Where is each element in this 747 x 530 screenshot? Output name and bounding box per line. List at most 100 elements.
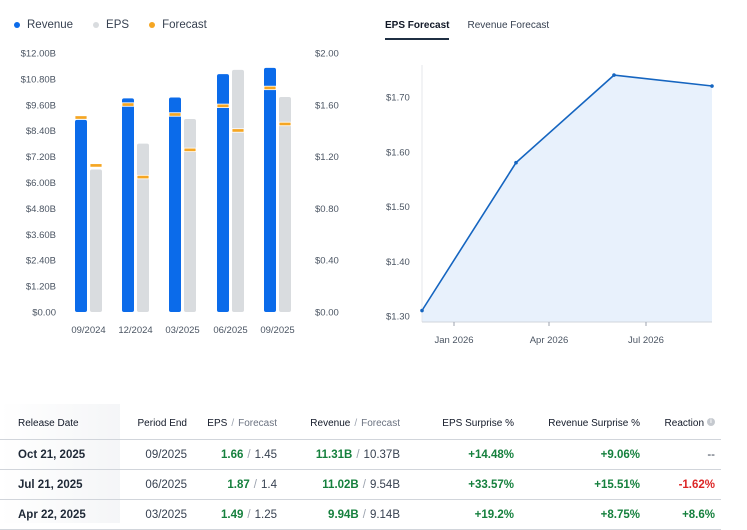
eps-forecast-point[interactable] xyxy=(514,160,518,165)
eps-bar[interactable] xyxy=(279,97,291,312)
left-axis-tick-label: $4.80B xyxy=(26,204,56,215)
eps-forecast-marker[interactable] xyxy=(278,121,292,127)
line-y-tick-label: $1.30 xyxy=(386,312,410,323)
left-axis-tick-label: $0.00 xyxy=(32,308,56,319)
revenue-forecast-marker[interactable] xyxy=(216,103,230,108)
eps-bar[interactable] xyxy=(184,119,196,312)
revenue-forecast-marker[interactable] xyxy=(263,85,277,91)
header-revenue[interactable]: Revenue / Forecast xyxy=(277,418,400,429)
tab-eps-forecast[interactable]: EPS Forecast xyxy=(385,20,450,40)
revenue-bar[interactable] xyxy=(264,67,276,312)
header-revenue-forecast: Forecast xyxy=(361,418,400,429)
eps-surprise: +14.48% xyxy=(468,448,514,461)
header-period-end[interactable]: Period End xyxy=(137,418,187,429)
eps-forecast-area xyxy=(422,75,712,322)
reaction: -- xyxy=(707,448,715,461)
header-revenue-slash: / xyxy=(354,418,358,429)
left-axis-tick-label: $9.60B xyxy=(26,100,56,111)
header-revenue-label: Revenue xyxy=(310,418,351,429)
revenue-bar[interactable] xyxy=(75,119,87,313)
eps-forecast-point[interactable] xyxy=(710,84,714,88)
line-y-tick-label: $1.70 xyxy=(386,93,410,104)
right-axis-tick-label: $1.20 xyxy=(315,152,339,163)
eps-actual: 1.66 xyxy=(221,448,244,461)
release-date: Apr 22, 2025 xyxy=(18,508,86,521)
revenue-dot-icon xyxy=(14,22,20,28)
eps-forecast-line xyxy=(421,74,713,311)
revenue-surprise: +15.51% xyxy=(594,478,640,491)
header-reaction-label: Reaction xyxy=(664,418,704,429)
forecast-tabs: EPS Forecast Revenue Forecast xyxy=(385,20,549,40)
eps-bar[interactable] xyxy=(137,143,149,312)
line-y-tick-label: $1.60 xyxy=(386,147,410,158)
eps-slash: / xyxy=(253,478,257,491)
revenue-forecast-marker[interactable] xyxy=(74,115,88,120)
header-revenue-surprise[interactable]: Revenue Surprise % xyxy=(548,418,640,429)
revenue-bar[interactable] xyxy=(217,74,229,312)
eps-bar[interactable] xyxy=(90,169,102,312)
eps-forecast-marker[interactable] xyxy=(136,174,150,180)
left-axis-tick-label: $10.80B xyxy=(21,74,56,85)
table-row[interactable]: Apr 22, 2025 03/2025 1.49/1.25 9.94B/9.1… xyxy=(0,500,721,530)
earnings-table: Release Date Period End EPS / Forecast Rev… xyxy=(0,408,721,530)
eps-forecast-point[interactable] xyxy=(420,308,424,313)
legend-item-revenue[interactable]: Revenue xyxy=(14,19,73,31)
header-release-date[interactable]: Release Date xyxy=(18,418,79,429)
eps-dot-icon xyxy=(93,22,100,28)
eps-forecast-marker[interactable] xyxy=(89,163,103,168)
eps-surprise: +33.57% xyxy=(468,478,514,491)
revenue-forecast: 9.54B xyxy=(369,478,400,491)
category-tick-label: 09/2024 xyxy=(71,325,105,336)
period-end: 03/2025 xyxy=(145,508,187,521)
left-axis-tick-label: $1.20B xyxy=(26,282,56,293)
header-reaction[interactable]: Reaction i xyxy=(640,418,715,429)
table-row[interactable]: Jul 21, 2025 06/2025 1.87/1.4 11.02B/9.5… xyxy=(0,470,721,500)
table-row[interactable]: Oct 21, 2025 09/2025 1.66/1.45 11.31B/10… xyxy=(0,440,721,470)
revenue-actual: 11.31B xyxy=(315,448,353,461)
reaction: +8.6% xyxy=(682,508,715,521)
left-axis-tick-label: $3.60B xyxy=(26,230,56,241)
revenue-surprise: +8.75% xyxy=(600,508,640,521)
eps-actual: 1.87 xyxy=(227,478,250,491)
left-axis-tick-label: $8.40B xyxy=(26,126,56,137)
chart-legend: Revenue EPS Forecast xyxy=(14,19,207,31)
period-end: 09/2025 xyxy=(145,448,187,461)
legend-item-forecast[interactable]: Forecast xyxy=(149,19,207,31)
info-icon[interactable]: i xyxy=(707,418,715,426)
revenue-forecast-marker[interactable] xyxy=(168,112,182,117)
revenue-bar[interactable] xyxy=(122,98,134,312)
revenue-slash: / xyxy=(362,508,366,521)
eps-forecast: 1.25 xyxy=(254,508,277,521)
right-axis-tick-label: $2.00 xyxy=(315,49,339,60)
category-tick-label: 12/2024 xyxy=(118,325,152,336)
revenue-bar[interactable] xyxy=(169,97,181,312)
eps-slash: / xyxy=(247,508,251,521)
line-y-tick-label: $1.50 xyxy=(386,202,410,213)
eps-forecast: 1.4 xyxy=(261,478,277,491)
forecast-dot-icon xyxy=(149,22,156,28)
right-axis-tick-label: $0.80 xyxy=(315,204,339,215)
legend-label-forecast: Forecast xyxy=(162,19,207,31)
earnings-bar-chart: $12.00B $10.80B $9.60B $8.40B $7.20B $6.00B $4… xyxy=(21,49,339,337)
eps-forecast-marker[interactable] xyxy=(183,147,197,153)
legend-item-eps[interactable]: EPS xyxy=(93,19,129,31)
period-end: 06/2025 xyxy=(145,478,187,491)
category-tick-label: 06/2025 xyxy=(213,325,247,336)
eps-forecast: 1.45 xyxy=(254,448,277,461)
eps-surprise: +19.2% xyxy=(474,508,514,521)
right-axis-tick-label: $1.60 xyxy=(315,100,339,111)
left-axis-tick-label: $7.20B xyxy=(26,152,56,163)
header-eps-surprise[interactable]: EPS Surprise % xyxy=(442,418,514,429)
revenue-forecast-marker[interactable] xyxy=(121,102,135,107)
table-header-row: Release Date Period End EPS / Forecast Rev… xyxy=(0,408,721,440)
tab-revenue-forecast[interactable]: Revenue Forecast xyxy=(467,20,550,31)
header-eps[interactable]: EPS / Forecast xyxy=(187,418,277,429)
header-eps-label: EPS xyxy=(207,418,228,429)
header-eps-slash: / xyxy=(231,418,235,429)
revenue-actual: 9.94B xyxy=(328,508,359,521)
eps-forecast-point[interactable] xyxy=(612,73,616,77)
release-date: Jul 21, 2025 xyxy=(18,478,83,491)
legend-label-revenue: Revenue xyxy=(27,19,74,31)
eps-forecast-marker[interactable] xyxy=(231,128,245,133)
eps-bar[interactable] xyxy=(232,69,244,313)
